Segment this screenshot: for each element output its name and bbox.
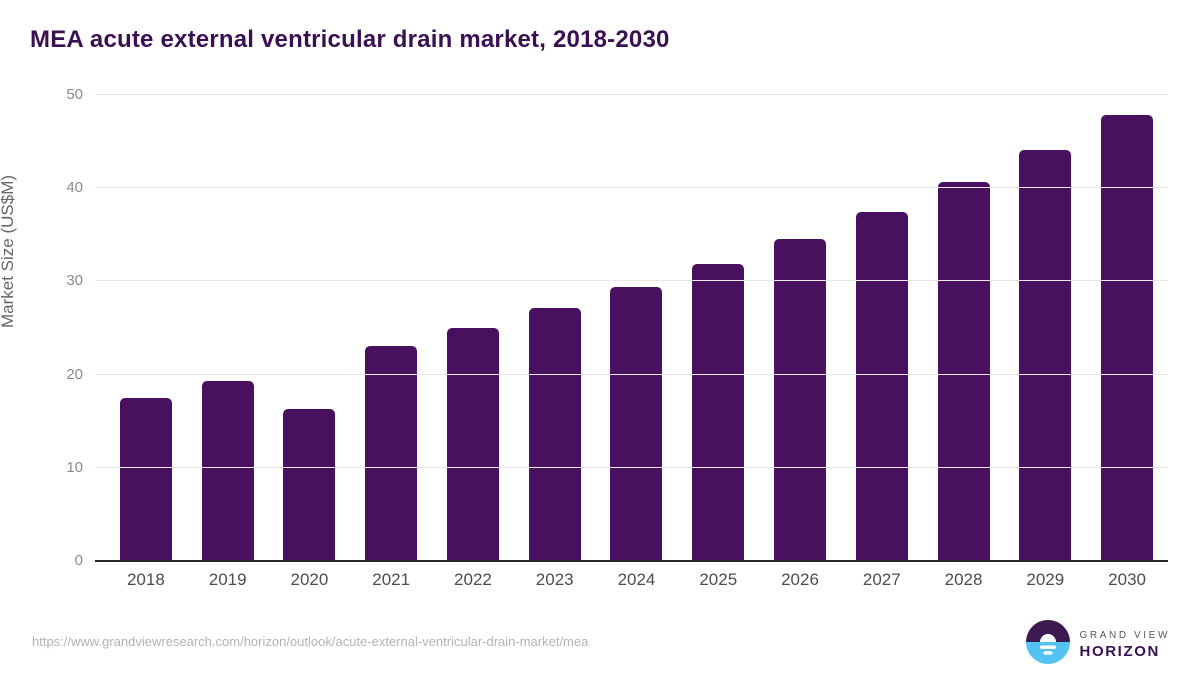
bar-slot-2027	[841, 95, 923, 561]
x-tick-label-2023: 2023	[535, 570, 574, 589]
bar-slot-2022	[432, 95, 514, 561]
x-tick-label-2029: 2029	[1026, 570, 1065, 589]
gridline-30	[95, 280, 1168, 282]
gridline-50	[95, 94, 1168, 95]
bar-2028[interactable]	[937, 181, 990, 561]
y-tick-label-50: 50	[66, 86, 83, 103]
bar-slot-2023	[514, 95, 596, 561]
plot-area: 0 10 20 30 40 50	[66, 86, 1168, 569]
y-tick-label-30: 30	[66, 272, 83, 290]
horizon-sun-icon	[1025, 620, 1070, 669]
x-tick-label-2030: 2030	[1108, 570, 1146, 589]
logo-text: GRAND VIEW HORIZON	[1080, 630, 1170, 660]
bar-2030[interactable]	[1101, 114, 1154, 561]
x-tick-label-2019: 2019	[208, 570, 247, 589]
bar-2019[interactable]	[201, 381, 254, 561]
x-axis-line	[95, 560, 1168, 562]
bar-slot-2029	[1004, 95, 1086, 561]
y-tick-label-0: 0	[74, 552, 83, 569]
bar-2020[interactable]	[283, 409, 336, 561]
x-tick-label-2028: 2028	[944, 570, 983, 589]
grand-view-horizon-logo: GRAND VIEW HORIZON	[1025, 620, 1170, 669]
x-tick-label-2022: 2022	[454, 570, 492, 589]
source-url: https://www.grandviewresearch.com/horizo…	[32, 634, 589, 649]
bar-2024[interactable]	[610, 287, 663, 561]
x-tick-label-2018: 2018	[126, 570, 165, 589]
bar-2025[interactable]	[692, 263, 745, 561]
bar-2023[interactable]	[528, 308, 581, 561]
y-tick-label-20: 20	[66, 365, 83, 383]
x-tick-label-2024: 2024	[617, 570, 656, 589]
x-tick-label-2021: 2021	[372, 570, 411, 589]
bar-slot-2018	[105, 95, 187, 561]
bar-slot-2020	[269, 95, 351, 561]
gridline-40	[95, 187, 1168, 189]
bar-2021[interactable]	[365, 345, 418, 561]
chart-title: MEA acute external ventricular drain mar…	[30, 26, 670, 53]
x-tick-label-2020: 2020	[290, 570, 329, 589]
bar-slot-2026	[759, 95, 841, 561]
bar-2018[interactable]	[119, 397, 172, 561]
y-axis-title: Market Size (US$M)	[0, 174, 17, 328]
bar-slot-2025	[677, 95, 759, 561]
bar-slot-2019	[187, 95, 269, 561]
y-tick-label-40: 40	[66, 179, 83, 197]
bar-2022[interactable]	[446, 328, 499, 561]
bars-container	[95, 95, 1168, 561]
y-tick-label-10: 10	[66, 458, 83, 476]
x-axis-labels: 2018 2019 2020 2021 2022 2023 2024 2025 2026 2027…	[95, 570, 1168, 590]
bar-2027[interactable]	[855, 211, 908, 561]
bar-2026[interactable]	[774, 238, 826, 561]
gridline-10	[95, 466, 1168, 468]
bar-slot-2030	[1086, 95, 1168, 561]
x-tick-label-2025: 2025	[699, 570, 738, 589]
bar-2029[interactable]	[1019, 150, 1072, 561]
logo-grand-view-label: GRAND VIEW	[1079, 629, 1170, 641]
bar-slot-2021	[350, 95, 432, 561]
bar-slot-2028	[923, 95, 1005, 561]
x-tick-label-2026: 2026	[781, 570, 819, 589]
x-tick-label-2027: 2027	[862, 570, 901, 589]
bar-slot-2024	[596, 95, 678, 561]
logo-horizon-label: HORIZON	[1079, 642, 1160, 660]
gridline-20	[95, 373, 1168, 375]
